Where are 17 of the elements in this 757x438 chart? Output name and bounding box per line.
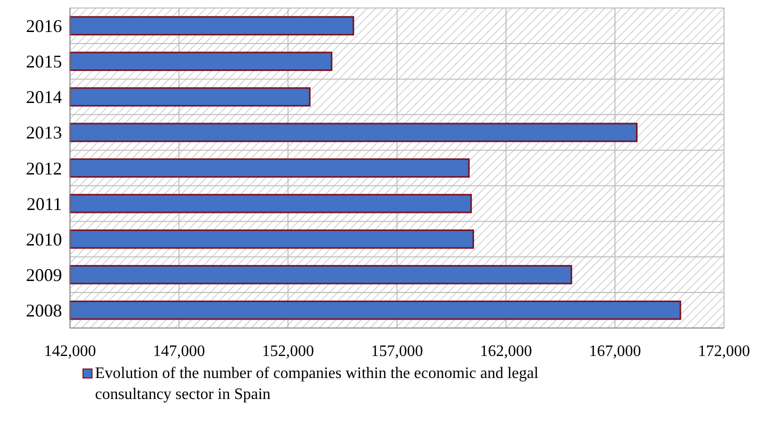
y-tick-label: 2016 — [26, 16, 62, 36]
y-tick-label: 2014 — [26, 87, 62, 108]
y-tick-label: 2013 — [26, 122, 62, 143]
y-tick-label: 2008 — [26, 300, 62, 321]
y-tick-label: 2009 — [26, 264, 62, 285]
y-tick-label: 2015 — [26, 52, 62, 72]
x-tick-label: 152,000 — [262, 343, 314, 360]
y-tick-label: 2011 — [26, 194, 62, 214]
x-tick-label: 142,000 — [44, 343, 96, 360]
x-tick-label: 157,000 — [371, 343, 423, 360]
y-tick-label: 2010 — [26, 229, 62, 250]
x-tick-label: 167,000 — [589, 343, 641, 360]
legend-label: Evolution of the number of companies within the economic and legal consultancy sector in Spain — [95, 365, 539, 403]
x-tick-label: 162,000 — [480, 343, 532, 360]
x-tick-label: 172,000 — [698, 343, 750, 360]
y-tick-label: 2012 — [26, 158, 62, 178]
x-tick-label: 147,000 — [153, 343, 205, 360]
